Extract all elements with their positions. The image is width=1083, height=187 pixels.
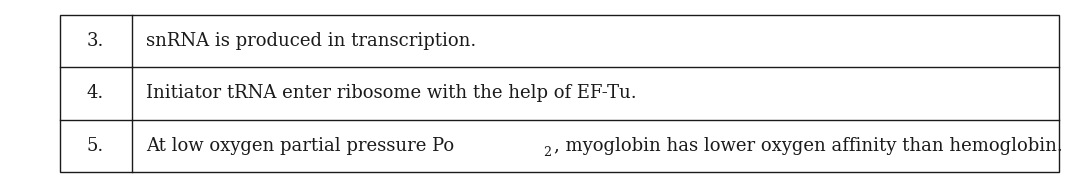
Text: 4.: 4. [87, 85, 104, 102]
Text: At low oxygen partial pressure Po: At low oxygen partial pressure Po [145, 137, 454, 155]
Text: snRNA is produced in transcription.: snRNA is produced in transcription. [145, 32, 475, 50]
Text: 2: 2 [544, 146, 551, 160]
Bar [60, 15, 1059, 172]
Text: Initiator tRNA enter ribosome with the help of EF-Tu.: Initiator tRNA enter ribosome with the h… [145, 85, 636, 102]
Text: 5.: 5. [87, 137, 104, 155]
Text: 3.: 3. [87, 32, 104, 50]
Text: , myoglobin has lower oxygen affinity than hemoglobin.: , myoglobin has lower oxygen affinity th… [553, 137, 1062, 155]
